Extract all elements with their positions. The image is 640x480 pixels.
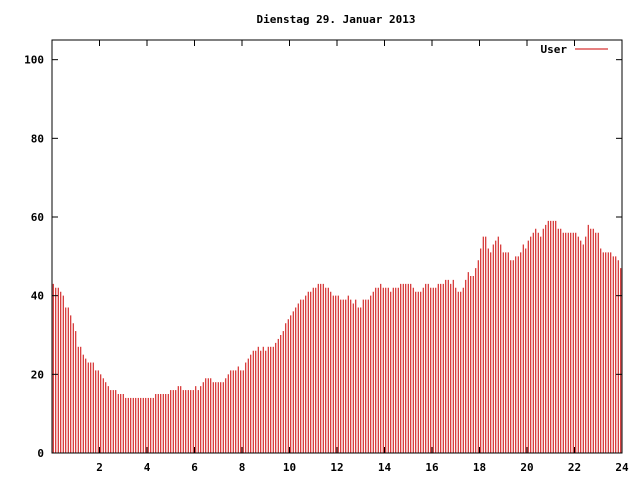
y-tick-label: 40: [31, 290, 44, 303]
x-tick-label: 14: [378, 461, 392, 474]
x-tick-label: 4: [144, 461, 151, 474]
x-axis: 2 4 6 8 10 12 14 16 18 20 22 24: [96, 40, 629, 474]
x-tick-label: 2: [96, 461, 103, 474]
y-tick-label: 80: [31, 132, 44, 145]
y-axis: 0 20 40 60 80 100: [24, 54, 622, 460]
x-tick-label: 16: [425, 461, 439, 474]
x-tick-label: 10: [283, 461, 296, 474]
y-tick-label: 20: [31, 368, 44, 381]
x-tick-label: 18: [473, 461, 486, 474]
y-tick-label: 60: [31, 211, 44, 224]
y-tick-label: 100: [24, 54, 44, 67]
legend: User: [541, 43, 608, 56]
data-bars: [52, 220, 622, 453]
y-tick-label: 0: [37, 447, 44, 460]
x-tick-label: 20: [520, 461, 533, 474]
x-tick-label: 24: [615, 461, 629, 474]
legend-label: User: [541, 43, 568, 56]
chart-title: Dienstag 29. Januar 2013: [257, 13, 416, 26]
x-tick-label: 22: [568, 461, 581, 474]
x-tick-label: 12: [330, 461, 343, 474]
x-tick-label: 8: [239, 461, 246, 474]
x-tick-label: 6: [191, 461, 198, 474]
